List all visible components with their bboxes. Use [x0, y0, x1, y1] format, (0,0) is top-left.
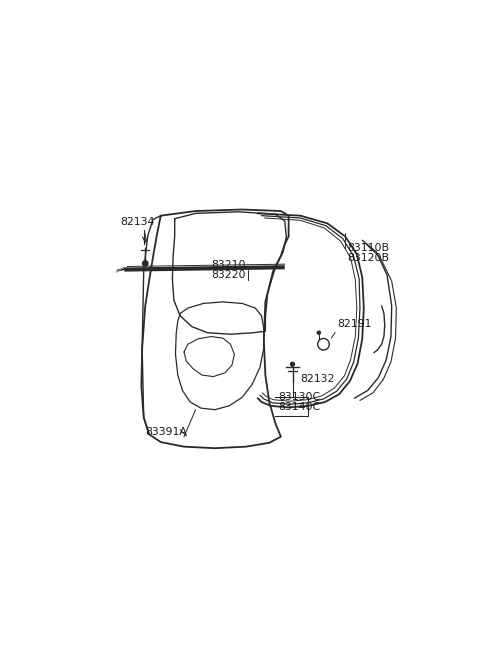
Text: 83140C: 83140C	[278, 402, 321, 412]
Text: 83391A: 83391A	[145, 426, 187, 437]
Text: 82132: 82132	[300, 374, 335, 384]
Text: 83210: 83210	[211, 259, 246, 270]
Text: 82134: 82134	[120, 217, 155, 227]
Text: 82191: 82191	[337, 319, 372, 329]
Text: 83120B: 83120B	[347, 253, 389, 263]
Circle shape	[290, 362, 294, 366]
Text: 83110B: 83110B	[347, 244, 389, 253]
Circle shape	[317, 331, 321, 334]
Text: 83130C: 83130C	[278, 392, 321, 402]
Circle shape	[143, 261, 148, 266]
Text: 83220: 83220	[211, 270, 246, 280]
